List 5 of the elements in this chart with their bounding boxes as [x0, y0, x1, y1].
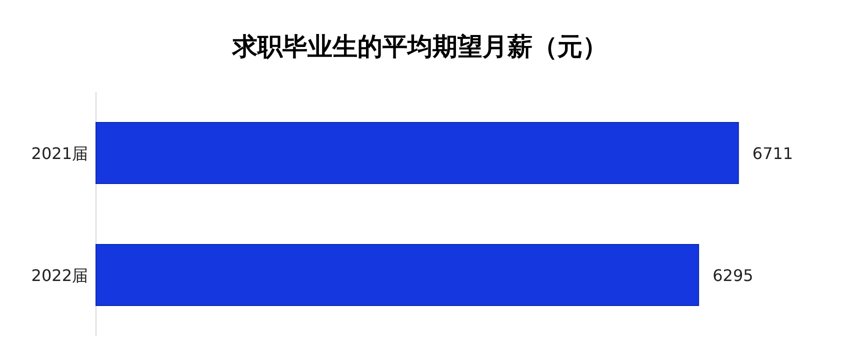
data-label: 6711	[752, 144, 794, 163]
data-label: 6295	[712, 266, 754, 285]
y-tick-label: 2022届	[31, 266, 88, 285]
chart-title: 求职毕业生的平均期望月薪（元）	[232, 32, 608, 61]
y-tick-label: 2021届	[31, 144, 88, 163]
